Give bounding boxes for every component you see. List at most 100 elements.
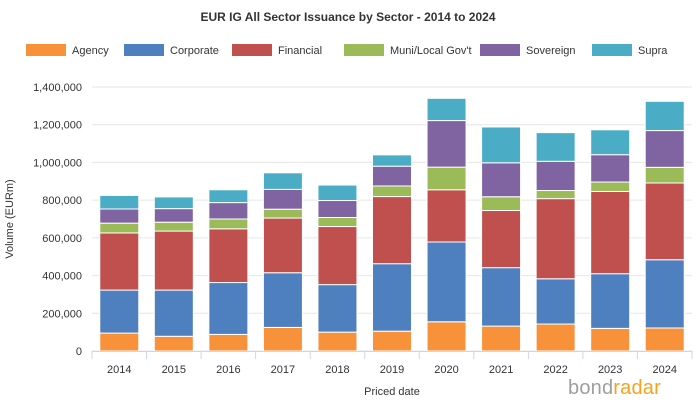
bar-muni-local-gov-t-2022 [535, 190, 576, 200]
x-tick-label: 2015 [162, 364, 186, 376]
bar-sovereign-2014 [99, 208, 140, 224]
legend: Agency Corporate Financial Muni/Local Gov't… [26, 44, 668, 57]
y-tick-label: 600,000 [42, 233, 82, 245]
bar-muni-local-gov-t-2018 [317, 216, 358, 228]
bar-agency-2018 [317, 331, 358, 352]
bar-sovereign-2022 [535, 160, 576, 192]
legend-label-agency: Agency [72, 45, 109, 57]
y-axis-ticks: 0 200,000 400,000 600,000 800,000 1,000,000 1,… [33, 82, 82, 358]
x-tick-label: 2024 [652, 364, 676, 376]
bar-financial-2016 [208, 228, 249, 284]
bar-corporate-2015 [153, 289, 194, 337]
y-tick-label: 1,400,000 [33, 82, 82, 94]
legend-swatch-muni-local-gov-t [344, 44, 384, 56]
x-axis-ticks: 2014 2015 2016 2017 2018 2019 2020 2021 2022 2023… [91, 351, 693, 376]
x-tick-label: 2018 [325, 364, 349, 376]
legend-label-muni-local-gov-t: Muni/Local Gov't [390, 45, 472, 57]
bar-muni-local-gov-t-2019 [372, 185, 412, 198]
bar-muni-local-gov-t-2015 [153, 221, 194, 232]
x-tick-label: 2023 [598, 364, 622, 376]
bar-supra-2020 [426, 97, 467, 122]
bar-corporate-2024 [644, 259, 685, 329]
x-tick-label: 2021 [489, 364, 513, 376]
x-tick-label: 2016 [216, 364, 240, 376]
bar-financial-2023 [590, 190, 631, 275]
bar-corporate-2021 [481, 267, 522, 327]
bar-financial-2021 [481, 210, 522, 269]
x-tick-label: 2014 [107, 364, 131, 376]
bar-financial-2014 [99, 232, 140, 291]
bondradar-logo: bondradar [568, 377, 661, 399]
legend-swatch-supra [592, 44, 632, 56]
legend-swatch-corporate [124, 44, 164, 56]
bar-supra-2014 [99, 194, 140, 210]
bar-muni-local-gov-t-2023 [590, 181, 631, 192]
bar-agency-2022 [535, 323, 576, 352]
bar-financial-2022 [535, 198, 576, 280]
bar-corporate-2022 [535, 278, 576, 325]
x-tick-label: 2020 [434, 364, 458, 376]
bar-sovereign-2020 [426, 120, 467, 168]
bar-agency-2014 [99, 332, 140, 352]
bar-financial-2018 [317, 226, 358, 286]
bars [99, 97, 685, 352]
bar-sovereign-2015 [153, 208, 194, 223]
bar-muni-local-gov-t-2014 [99, 222, 140, 234]
bar-muni-local-gov-t-2017 [262, 208, 303, 219]
x-tick-label: 2017 [271, 364, 295, 376]
y-tick-label: 0 [76, 346, 82, 358]
bar-financial-2015 [153, 230, 194, 291]
legend-swatch-financial [232, 44, 272, 56]
bar-corporate-2023 [590, 273, 631, 329]
bar-corporate-2017 [262, 272, 303, 328]
bar-sovereign-2019 [372, 165, 412, 187]
bar-financial-2024 [644, 182, 685, 261]
bar-sovereign-2021 [481, 162, 522, 198]
bar-supra-2015 [153, 196, 194, 210]
bar-financial-2020 [426, 189, 467, 243]
legend-label-supra: Supra [638, 45, 668, 57]
bar-muni-local-gov-t-2024 [644, 166, 685, 184]
bar-corporate-2016 [208, 282, 249, 335]
y-tick-label: 400,000 [42, 271, 82, 283]
bar-agency-2015 [153, 335, 194, 352]
y-axis-label: Volume (EURm) [4, 179, 16, 258]
chart-title: EUR IG All Sector Issuance by Sector - 2… [200, 10, 495, 24]
bar-agency-2016 [208, 333, 249, 352]
bar-sovereign-2017 [262, 188, 303, 210]
bar-sovereign-2016 [208, 202, 249, 220]
bar-muni-local-gov-t-2016 [208, 218, 249, 230]
bar-supra-2021 [481, 126, 522, 164]
bar-muni-local-gov-t-2021 [481, 196, 522, 212]
bar-sovereign-2023 [590, 154, 631, 183]
legend-label-corporate: Corporate [170, 45, 219, 57]
y-tick-label: 1,000,000 [33, 157, 82, 169]
bar-agency-2024 [644, 327, 685, 352]
bar-corporate-2018 [317, 284, 358, 333]
bar-sovereign-2018 [317, 200, 358, 218]
bar-agency-2023 [590, 327, 631, 352]
bar-corporate-2019 [372, 263, 412, 332]
bar-supra-2019 [372, 154, 412, 167]
bar-corporate-2014 [99, 289, 140, 334]
bar-agency-2020 [426, 321, 467, 352]
x-tick-label: 2019 [380, 364, 404, 376]
bar-sovereign-2024 [644, 130, 685, 168]
legend-label-financial: Financial [278, 45, 322, 57]
bar-financial-2019 [372, 196, 412, 265]
bar-agency-2017 [262, 326, 303, 352]
bar-corporate-2020 [426, 241, 467, 323]
bar-supra-2023 [590, 129, 631, 156]
bar-supra-2017 [262, 172, 303, 190]
bar-supra-2024 [644, 100, 685, 132]
legend-label-sovereign: Sovereign [526, 45, 576, 57]
bar-agency-2021 [481, 325, 522, 352]
x-tick-label: 2022 [543, 364, 567, 376]
bar-supra-2018 [317, 184, 358, 202]
bar-supra-2016 [208, 189, 249, 204]
bar-financial-2017 [262, 217, 303, 274]
legend-swatch-agency [26, 44, 66, 56]
y-tick-label: 800,000 [42, 195, 82, 207]
x-axis-label: Priced date [364, 386, 420, 398]
